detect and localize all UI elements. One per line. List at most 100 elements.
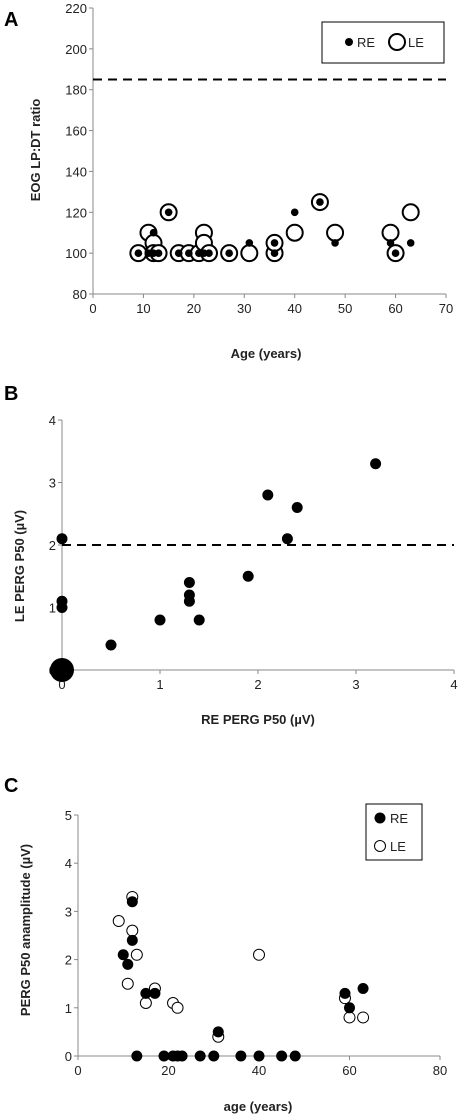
panel-b-marks <box>50 458 382 682</box>
panel-c-legend-box <box>365 803 423 861</box>
panel-a-re-point <box>174 249 183 257</box>
panel-a-re-point <box>225 249 233 257</box>
panel-b-ylabel: LE PERG P50 (µV) <box>12 510 27 622</box>
panel-a-re-point <box>245 239 254 247</box>
panel-a-label: A <box>4 9 18 31</box>
panel-a-x-tick-label: 70 <box>439 301 453 316</box>
panel-b-x-tick-label: 3 <box>352 677 359 692</box>
panel-b-point <box>242 570 254 582</box>
panel-c-legend-re-label: RE <box>390 811 408 826</box>
panel-b-point <box>105 639 117 651</box>
panel-c-y-tick-label: 4 <box>65 856 72 871</box>
panel-c-x-tick-label: 0 <box>74 1063 81 1078</box>
panel-c-le-point <box>130 948 143 961</box>
panel-c-x-tick-label: 40 <box>252 1063 266 1078</box>
panel-c-le-point <box>253 948 265 961</box>
panel-a-re-point <box>164 208 173 217</box>
panel-c-re-point <box>357 983 369 995</box>
panel-b-x-tick-label: 1 <box>156 677 163 692</box>
panel-c-y-tick-label: 2 <box>65 953 72 968</box>
panel-c-legend-re-marker <box>374 812 386 824</box>
panel-a-y-tick-label: 80 <box>73 287 87 302</box>
panel-a-x-tick-label: 50 <box>338 301 352 316</box>
panel-a-y-tick-label: 140 <box>65 164 87 179</box>
panel-a-re-point <box>391 249 400 257</box>
panel-c-legend-le-label: LE <box>390 839 406 854</box>
panel-a-re-point <box>316 198 324 206</box>
panel-a-re-point <box>154 249 163 257</box>
panel-c-re-point <box>117 949 129 961</box>
panel-a-y-tick-label: 180 <box>65 83 87 98</box>
panel-b-x-tick-label: 4 <box>450 677 457 692</box>
panel-a-le-point <box>401 203 420 222</box>
panel-a-y-tick-label: 100 <box>65 246 87 261</box>
panel-b-point <box>183 577 195 588</box>
panel-c-re-point <box>126 934 138 946</box>
panel-a-legend: RE LE <box>321 21 445 64</box>
panel-b-point <box>281 533 293 545</box>
panel-c-re-point <box>253 1050 265 1062</box>
panel-c-legend: RE LE <box>365 803 423 861</box>
panel-c-le-point <box>112 915 125 928</box>
panel-c-re-point <box>276 1050 288 1062</box>
panel-a-legend-re-label: RE <box>357 35 375 50</box>
panel-a-le-point <box>326 223 345 242</box>
panel-b-y-tick-label: 3 <box>49 476 56 491</box>
panel-b-y-tick-label: 1 <box>49 601 56 616</box>
panel-b-large-point <box>50 658 74 682</box>
panel-a-y-tick-label: 200 <box>65 42 87 57</box>
panel-c-y-tick-label: 1 <box>65 1001 72 1016</box>
panel-c-re-point <box>235 1050 247 1062</box>
panel-c-re-point <box>126 896 138 908</box>
panel-c-re-point <box>194 1050 206 1062</box>
panel-b-point <box>183 595 195 607</box>
panel-b-x-tick-label: 0 <box>58 677 65 692</box>
panel-b-y-tick-label: 4 <box>49 413 56 428</box>
panel-a: A 0 10 20 30 40 50 60 70 80 100 120 140 160 180 200 220… <box>4 1 453 361</box>
panel-c-x-tick-label: 60 <box>342 1063 356 1078</box>
panel-a-le-point <box>381 223 400 242</box>
panel-b-xlabel: RE PERG P50 (µV) <box>201 712 315 727</box>
panel-c-le-point <box>171 1001 184 1014</box>
panel-a-ylabel: EOG LP:DT ratio <box>28 99 43 202</box>
panel-c-re-point <box>339 987 351 999</box>
panel-c-legend-le-marker <box>374 840 386 852</box>
panel-c-x-tick-label: 20 <box>161 1063 175 1078</box>
panel-a-axes: 0 10 20 30 40 50 60 70 80 100 120 140 160 180 200 220 <box>65 1 453 316</box>
panel-a-re-point <box>331 239 339 247</box>
panel-c-re-point <box>212 1026 224 1038</box>
panel-a-legend-le-marker <box>388 33 406 51</box>
panel-c-xlabel: age (years) <box>224 1099 293 1114</box>
panel-c-y-tick-label: 3 <box>65 904 72 919</box>
panel-a-le-point <box>240 244 259 263</box>
panel-b-label: B <box>4 383 18 405</box>
panel-a-re-point <box>406 239 415 247</box>
panel-a-x-tick-label: 40 <box>287 301 301 316</box>
panel-b-point <box>154 614 166 626</box>
panel-a-y-tick-label: 220 <box>65 1 87 16</box>
panel-a-re-point <box>386 239 395 247</box>
panel-a-legend-re-marker <box>345 38 353 46</box>
panel-a-legend-box <box>321 21 445 64</box>
panel-b-point <box>262 489 274 501</box>
panel-b-point <box>291 502 303 513</box>
panel-c-le-point <box>126 924 139 937</box>
panel-a-re-point <box>290 208 299 217</box>
panel-c-re-point <box>122 958 134 970</box>
panel-c-re-point <box>176 1050 188 1062</box>
panel-c-le-point <box>139 996 152 1009</box>
panel-a-re-point <box>149 228 158 237</box>
panel-b-point <box>56 533 68 545</box>
panel-c-re-point <box>208 1050 220 1062</box>
panel-c-label: C <box>4 775 18 797</box>
panel-a-re-point <box>185 249 193 257</box>
panel-c-le-point <box>121 977 134 990</box>
panel-b-point <box>370 458 382 470</box>
panel-c-le-point <box>357 1011 370 1024</box>
panel-a-le-point <box>285 223 304 242</box>
panel-c-y-tick-label: 0 <box>65 1049 72 1064</box>
panel-a-marks <box>129 193 420 263</box>
panel-a-y-tick-label: 160 <box>65 124 87 139</box>
panel-c-re-point <box>158 1050 170 1062</box>
